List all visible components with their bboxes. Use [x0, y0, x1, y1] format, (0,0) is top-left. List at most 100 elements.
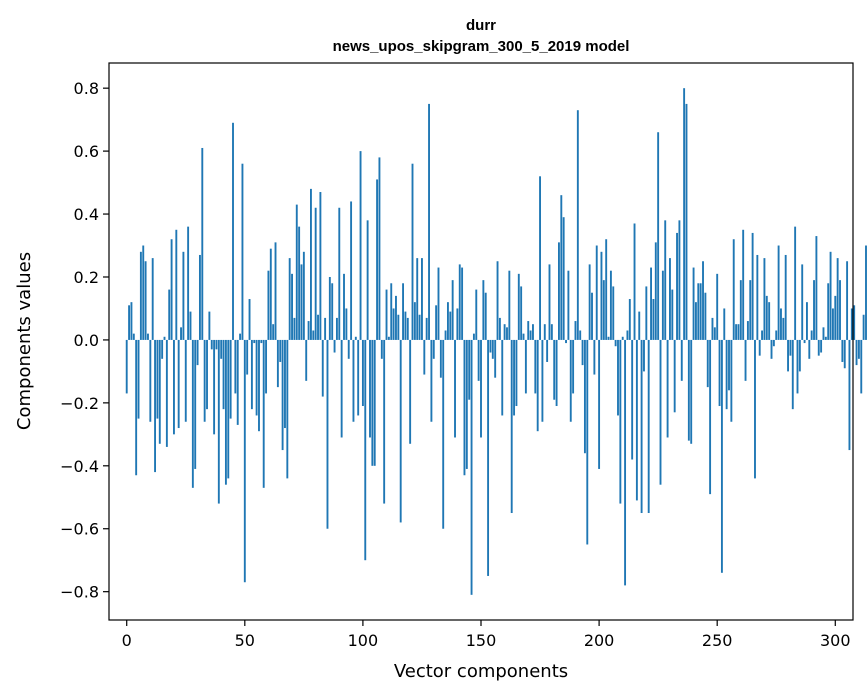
bar-18 — [168, 289, 171, 340]
bar-207 — [614, 339, 617, 347]
bar-302 — [839, 280, 841, 340]
bar-171 — [529, 330, 532, 340]
y-axis-label: Components values — [14, 252, 35, 430]
bar-297 — [827, 283, 830, 340]
bar-55 — [255, 339, 258, 416]
bar-23 — [180, 327, 182, 340]
y-tick-label-0.6: 0.6 — [74, 142, 99, 161]
bar-117 — [402, 283, 404, 340]
bar-242 — [697, 283, 700, 340]
bar-230 — [669, 258, 671, 340]
bar-220 — [645, 286, 648, 340]
bar-286 — [801, 264, 804, 340]
x-tick-label-300: 300 — [820, 631, 851, 650]
bar-118 — [404, 311, 407, 340]
bar-186 — [565, 339, 567, 344]
bar-298 — [829, 251, 832, 340]
bar-281 — [789, 339, 792, 356]
bar-280 — [787, 339, 789, 372]
bar-261 — [742, 229, 745, 340]
bar-313 — [865, 245, 867, 340]
bar-124 — [418, 314, 421, 340]
bar-53 — [250, 339, 253, 410]
bar-148 — [475, 289, 478, 340]
bar-1 — [128, 305, 131, 340]
bar-131 — [435, 305, 438, 340]
bar-149 — [477, 339, 480, 381]
bar-72 — [295, 204, 298, 340]
bar-246 — [706, 339, 709, 388]
bar-107 — [378, 157, 381, 340]
bar-254 — [725, 339, 728, 410]
bar-225 — [657, 132, 660, 340]
x-tick-label-150: 150 — [466, 631, 497, 650]
bar-189 — [572, 339, 575, 394]
bar-52 — [248, 299, 251, 340]
bar-48 — [239, 333, 242, 340]
bar-241 — [694, 302, 697, 340]
bar-295 — [822, 327, 825, 340]
bar-248 — [711, 317, 714, 340]
bar-183 — [558, 242, 560, 340]
bar-306 — [848, 339, 851, 451]
bar-3 — [132, 333, 135, 340]
bar-41 — [222, 339, 225, 410]
bar-145 — [468, 339, 471, 400]
bar-287 — [803, 339, 806, 344]
bar-229 — [666, 339, 669, 438]
bar-84 — [324, 317, 327, 340]
bar-223 — [652, 299, 655, 340]
bar-136 — [446, 302, 449, 340]
bar-177 — [543, 324, 546, 340]
bar-200 — [598, 339, 601, 469]
bar-292 — [815, 236, 818, 340]
bar-175 — [539, 176, 541, 340]
chart-title: durr — [466, 17, 496, 34]
bar-138 — [451, 280, 454, 340]
bar-173 — [534, 339, 537, 394]
bar-99 — [359, 151, 362, 340]
bar-87 — [331, 283, 334, 340]
bar-68 — [286, 339, 289, 479]
bar-78 — [310, 188, 312, 340]
bar-268 — [758, 339, 761, 356]
bar-174 — [536, 339, 539, 432]
bar-37 — [213, 339, 216, 435]
bar-0 — [125, 339, 128, 394]
bar-62 — [272, 324, 275, 340]
bar-180 — [550, 324, 553, 340]
bar-32 — [201, 147, 204, 340]
bar-14 — [158, 339, 161, 444]
bar-168 — [522, 333, 525, 340]
bar-59 — [265, 339, 268, 394]
bar-154 — [489, 339, 492, 353]
bar-121 — [411, 163, 414, 340]
bar-15 — [161, 339, 164, 359]
bar-112 — [390, 283, 393, 340]
bar-81 — [317, 314, 319, 340]
bar-251 — [718, 339, 721, 407]
y-tick-label-0.8: 0.8 — [74, 79, 99, 98]
bar-16 — [163, 336, 166, 340]
bar-9 — [147, 333, 149, 340]
bar-83 — [321, 339, 324, 397]
bar-31 — [198, 254, 201, 340]
bar-46 — [234, 339, 237, 394]
bar-192 — [579, 330, 582, 340]
x-tick-label-250: 250 — [702, 631, 733, 650]
bar-265 — [751, 232, 754, 340]
bar-66 — [281, 339, 284, 451]
bar-58 — [262, 339, 265, 488]
bar-166 — [517, 273, 520, 340]
x-axis-label: Vector components — [394, 661, 568, 682]
bar-296 — [824, 336, 827, 340]
bar-35 — [208, 311, 211, 340]
bar-89 — [335, 317, 338, 340]
bar-195 — [586, 339, 589, 545]
bar-293 — [817, 339, 820, 356]
bar-88 — [333, 339, 336, 353]
bar-47 — [236, 339, 239, 425]
bar-86 — [328, 276, 331, 340]
bar-43 — [227, 339, 230, 479]
bar-24 — [182, 251, 185, 340]
